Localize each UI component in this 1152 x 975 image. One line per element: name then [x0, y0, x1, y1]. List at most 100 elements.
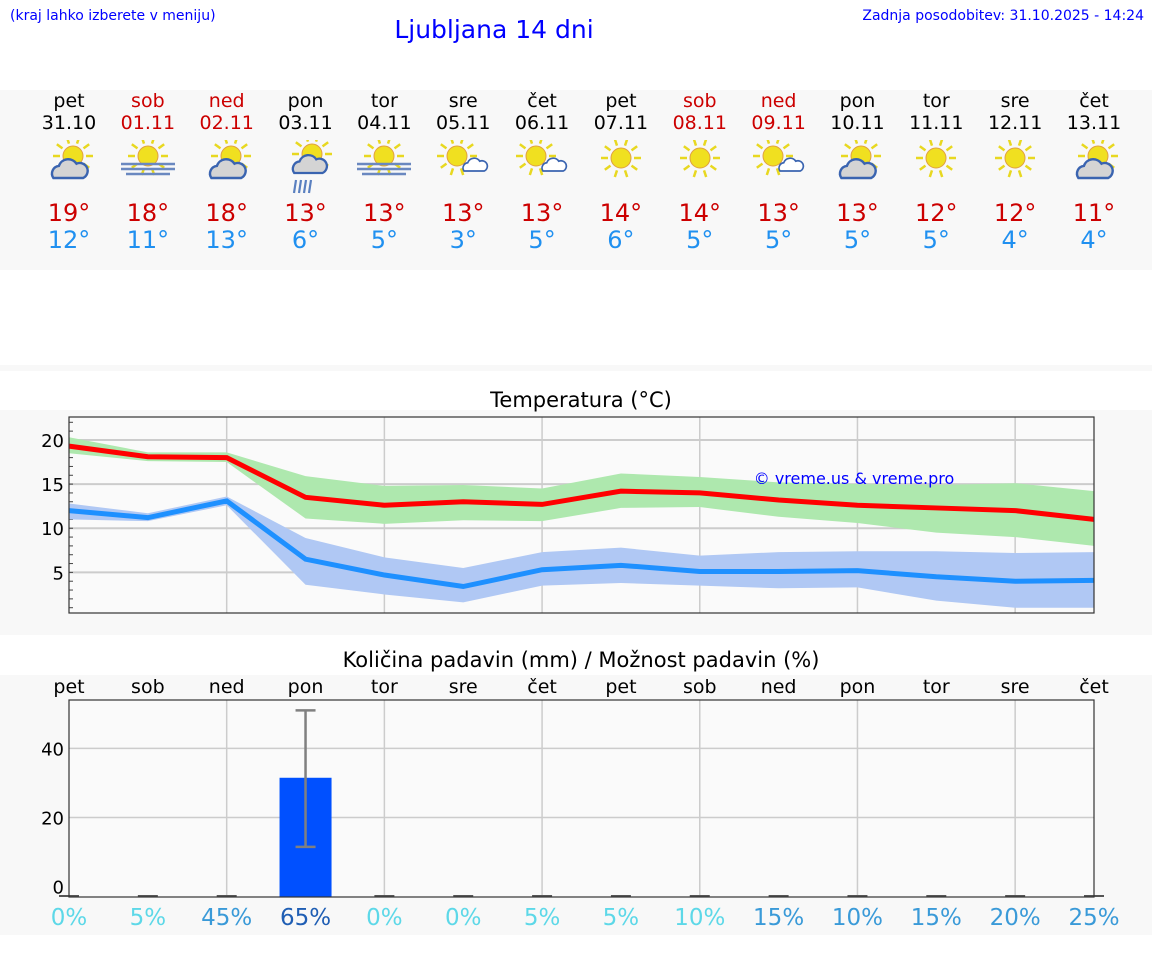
error-bar: [295, 709, 316, 849]
day-name: ned: [208, 90, 245, 112]
day-name: tor: [922, 90, 950, 112]
precip-probability: 20%: [989, 905, 1041, 931]
day-name: sob: [131, 90, 165, 112]
day-name: pet: [53, 90, 85, 112]
sun: [364, 136, 405, 176]
high-temp: 13°: [441, 199, 485, 227]
fog-sun-icon: [345, 136, 423, 196]
day-name: sre: [1000, 90, 1030, 112]
partly-cloudy-icon: [30, 136, 108, 196]
precip-probability: 25%: [1068, 905, 1120, 931]
watermark: © vreme.us & vreme.pro: [754, 469, 955, 488]
sun: [679, 138, 720, 178]
precipitation-chart-title: Količina padavin (mm) / Možnost padavin …: [342, 648, 820, 672]
low-temp: 5°: [686, 226, 714, 254]
y-tick-label: 20: [41, 431, 64, 452]
day-date: 10.11: [830, 112, 885, 134]
day-date: 07.11: [593, 112, 649, 134]
precip-day-label: ned: [208, 676, 245, 698]
last-updated: Zadnja posodobitev: 31.10.2025 - 14:24: [862, 8, 1144, 24]
precip-day-label: sob: [131, 676, 165, 698]
high-temp: 18°: [126, 199, 170, 227]
precip-day-label: ned: [760, 676, 797, 698]
low-temp-line: [68, 498, 1095, 590]
precip-probability: 0%: [366, 905, 403, 931]
low-temp: 5°: [370, 226, 399, 254]
precip-probability: 0%: [50, 905, 88, 931]
low-temp: 5°: [922, 226, 950, 254]
sun-small-cloud-icon: [424, 136, 502, 196]
day-date: 31.10: [41, 112, 97, 134]
high-temp-range: [69, 437, 1094, 546]
low-temp: 12°: [47, 226, 91, 254]
day-name: pon: [287, 90, 324, 112]
precip-probability: 10%: [674, 905, 726, 931]
temperature-chart-title: Temperatura (°C): [490, 388, 672, 412]
high-temp: 13°: [520, 199, 564, 227]
plot-border: [68, 699, 1095, 898]
precipitation-chart: 0 20 40: [41, 699, 1104, 899]
temperature-chart: 5 10 15 20 © vreme.us & vreme.pro: [41, 416, 1095, 614]
day-date: 09.11: [751, 112, 806, 134]
sun: [916, 138, 957, 178]
precip-probability: 10%: [831, 905, 884, 931]
low-temp: 6°: [607, 226, 635, 254]
high-temp: 13°: [284, 199, 327, 227]
sun-icon: [582, 138, 660, 196]
page-title: Ljubljana 14 dni: [394, 15, 594, 44]
precip-day-label: sob: [682, 676, 717, 698]
precip-probability: 15%: [753, 905, 805, 931]
sun-icon: [661, 138, 739, 196]
precip-day-label: pet: [53, 676, 85, 698]
high-temp: 14°: [678, 199, 722, 227]
partly-cloudy-icon: [1055, 136, 1133, 196]
low-temp: 4°: [1080, 226, 1108, 254]
day-name: tor: [370, 90, 398, 112]
high-temp: 12°: [915, 199, 958, 227]
precip-day-label: pet: [605, 676, 637, 698]
y-tick-label: 5: [53, 563, 64, 584]
precip-day-label: pon: [839, 676, 876, 698]
divider: [0, 365, 1152, 371]
precip-day-label: tor: [370, 676, 398, 698]
low-temp: 6°: [291, 226, 320, 254]
sun-icon: [976, 138, 1054, 196]
y-tick-label: 40: [41, 739, 64, 760]
day-name: sob: [682, 90, 717, 112]
high-temp: 13°: [363, 199, 406, 227]
precip-day-label: pon: [287, 676, 324, 698]
forecast-strip: [0, 90, 1152, 270]
day-name: ned: [760, 90, 797, 112]
precip-probability: 5%: [602, 905, 640, 931]
precip-day-label: sre: [1000, 676, 1030, 698]
day-date: 04.11: [357, 112, 412, 134]
precip-probability: 5%: [523, 905, 561, 931]
low-temp: 5°: [843, 226, 872, 254]
day-date: 08.11: [672, 112, 727, 134]
low-temp: 4°: [1001, 226, 1029, 254]
high-temp: 14°: [599, 199, 643, 227]
rain-sun-icon: [267, 134, 345, 196]
low-temp: 13°: [205, 226, 248, 254]
day-name: pet: [605, 90, 637, 112]
low-temp: 5°: [528, 226, 556, 254]
sun-small-cloud-icon: [740, 136, 818, 196]
day-date: 05.11: [436, 112, 491, 134]
partly-cloudy-icon: [818, 136, 896, 196]
precip-probability: 0%: [444, 905, 482, 931]
low-temp: 3°: [449, 226, 477, 254]
day-name: pon: [839, 90, 876, 112]
precip-probability: 45%: [201, 905, 253, 931]
precip-probability: 65%: [279, 905, 332, 931]
plot-area: [69, 700, 1094, 897]
high-temp-line: [68, 443, 1095, 522]
high-temp: 18°: [205, 199, 248, 227]
partly-cloudy-icon: [188, 136, 266, 196]
precip-day-label: čet: [1079, 676, 1109, 698]
plot-border: [68, 416, 1095, 614]
high-temp: 19°: [47, 199, 91, 227]
day-name: čet: [1079, 90, 1109, 112]
day-date: 11.11: [909, 112, 964, 134]
day-date: 01.11: [120, 112, 176, 134]
sun-small-cloud-icon: [503, 136, 581, 196]
